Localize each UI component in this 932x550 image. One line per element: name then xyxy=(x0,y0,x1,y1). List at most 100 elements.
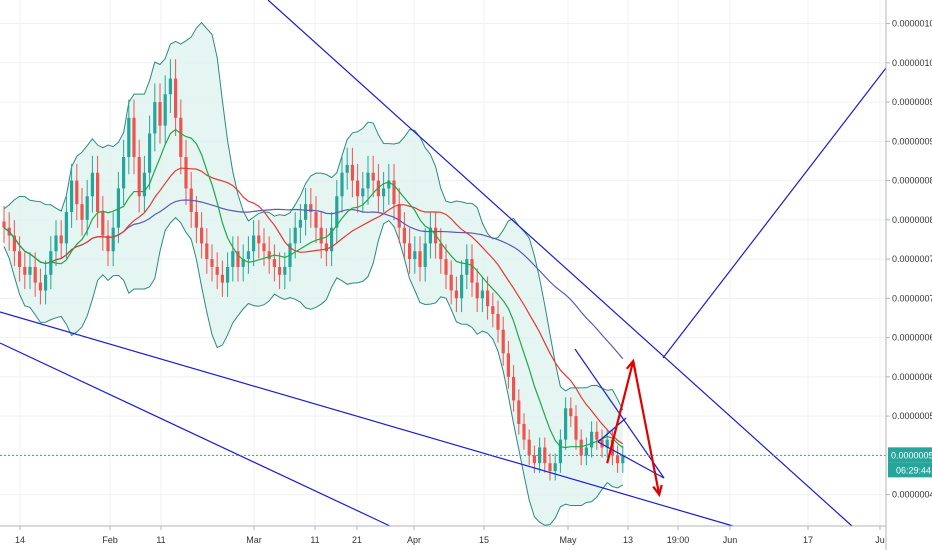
candle[interactable] xyxy=(127,99,131,175)
candle[interactable] xyxy=(366,155,370,205)
candle[interactable] xyxy=(538,437,542,473)
candle[interactable] xyxy=(340,155,344,213)
candle[interactable] xyxy=(522,413,526,450)
candle[interactable] xyxy=(132,99,136,175)
candle[interactable] xyxy=(397,188,401,244)
candle[interactable] xyxy=(226,252,230,297)
candle[interactable] xyxy=(18,236,22,282)
candle[interactable] xyxy=(168,59,172,114)
candle[interactable] xyxy=(241,244,245,282)
candle[interactable] xyxy=(54,220,58,267)
candle[interactable] xyxy=(621,445,625,473)
candle[interactable] xyxy=(2,205,6,244)
candle[interactable] xyxy=(111,212,115,267)
candle[interactable] xyxy=(158,83,162,144)
candle[interactable] xyxy=(262,228,266,267)
candle[interactable] xyxy=(80,188,84,236)
candle[interactable] xyxy=(278,252,282,290)
candle[interactable] xyxy=(616,445,620,473)
candle[interactable] xyxy=(101,196,105,251)
candle[interactable] xyxy=(12,220,16,267)
candle[interactable] xyxy=(501,316,505,366)
candle[interactable] xyxy=(314,196,318,244)
candle[interactable] xyxy=(194,196,198,244)
candle[interactable] xyxy=(215,252,219,290)
candle[interactable] xyxy=(517,389,521,435)
price-axis[interactable]: 0.00000045 0.00000055 0.00000060 0.00000065… xyxy=(885,0,932,550)
candle[interactable] xyxy=(413,236,417,274)
trendline[interactable] xyxy=(0,342,391,527)
candle[interactable] xyxy=(506,340,510,389)
candle[interactable] xyxy=(44,260,48,305)
candle[interactable] xyxy=(304,188,308,236)
candle[interactable] xyxy=(205,228,209,274)
candle[interactable] xyxy=(439,228,443,274)
candle[interactable] xyxy=(96,155,100,228)
candle[interactable] xyxy=(33,252,37,297)
candle[interactable] xyxy=(382,171,386,213)
candle[interactable] xyxy=(153,83,157,152)
candle[interactable] xyxy=(298,204,302,244)
candle[interactable] xyxy=(590,421,594,458)
candle[interactable] xyxy=(361,171,365,213)
candle[interactable] xyxy=(548,453,552,481)
candle[interactable] xyxy=(569,397,573,427)
candle[interactable] xyxy=(371,155,375,198)
candle[interactable] xyxy=(465,244,469,290)
candle[interactable] xyxy=(116,171,120,244)
candle[interactable] xyxy=(584,437,588,466)
candle[interactable] xyxy=(272,244,276,282)
projection-arrows[interactable] xyxy=(606,358,663,498)
candle[interactable] xyxy=(257,220,261,259)
candle[interactable] xyxy=(496,300,500,343)
candle[interactable] xyxy=(142,155,146,213)
trendline[interactable] xyxy=(662,67,887,359)
trendline[interactable] xyxy=(597,417,627,443)
candle[interactable] xyxy=(148,115,152,190)
candle[interactable] xyxy=(387,163,391,205)
candle[interactable] xyxy=(475,268,479,313)
candle[interactable] xyxy=(59,220,63,259)
candle[interactable] xyxy=(122,139,126,205)
candle[interactable] xyxy=(163,75,167,144)
candle[interactable] xyxy=(309,188,313,228)
candle[interactable] xyxy=(106,220,110,267)
candle[interactable] xyxy=(408,228,412,274)
candle[interactable] xyxy=(90,155,94,213)
candle[interactable] xyxy=(231,236,235,282)
candle[interactable] xyxy=(527,429,531,466)
candle[interactable] xyxy=(64,196,68,259)
candle[interactable] xyxy=(345,147,349,190)
candle[interactable] xyxy=(512,365,516,412)
candle[interactable] xyxy=(460,260,464,313)
time-axis[interactable]: 14 Feb 11 Mar 11 21 Apr 15 May 13 19:00 Jun 17 Ju xyxy=(0,525,886,545)
candle[interactable] xyxy=(574,405,578,450)
candle[interactable] xyxy=(319,212,323,259)
candle[interactable] xyxy=(449,260,453,305)
candle[interactable] xyxy=(70,163,74,228)
trendlines[interactable] xyxy=(0,0,887,527)
candle[interactable] xyxy=(444,244,448,290)
trendline[interactable] xyxy=(0,311,734,527)
candle[interactable] xyxy=(356,163,360,213)
candle[interactable] xyxy=(454,276,458,313)
candle[interactable] xyxy=(85,179,89,236)
candle[interactable] xyxy=(595,421,599,450)
candle[interactable] xyxy=(28,252,32,290)
candle[interactable] xyxy=(23,252,27,290)
candle[interactable] xyxy=(179,99,183,175)
candle[interactable] xyxy=(283,252,287,290)
candle[interactable] xyxy=(335,179,339,244)
candle[interactable] xyxy=(423,228,427,282)
trendline[interactable] xyxy=(597,441,665,479)
candle[interactable] xyxy=(330,212,334,267)
candle[interactable] xyxy=(184,139,188,205)
candle[interactable] xyxy=(75,163,79,221)
candle[interactable] xyxy=(324,228,328,267)
candle[interactable] xyxy=(246,236,250,274)
candle[interactable] xyxy=(491,292,495,328)
candle[interactable] xyxy=(200,212,204,259)
candle[interactable] xyxy=(137,139,141,213)
candle[interactable] xyxy=(480,276,484,313)
